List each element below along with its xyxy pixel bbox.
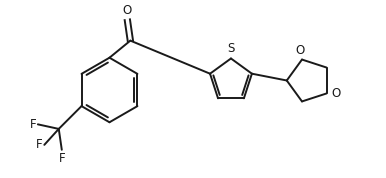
Text: F: F bbox=[36, 138, 43, 151]
Text: O: O bbox=[295, 43, 304, 57]
Text: F: F bbox=[58, 152, 65, 165]
Text: O: O bbox=[123, 4, 132, 17]
Text: S: S bbox=[227, 42, 235, 55]
Text: O: O bbox=[331, 87, 340, 100]
Text: F: F bbox=[30, 118, 36, 131]
